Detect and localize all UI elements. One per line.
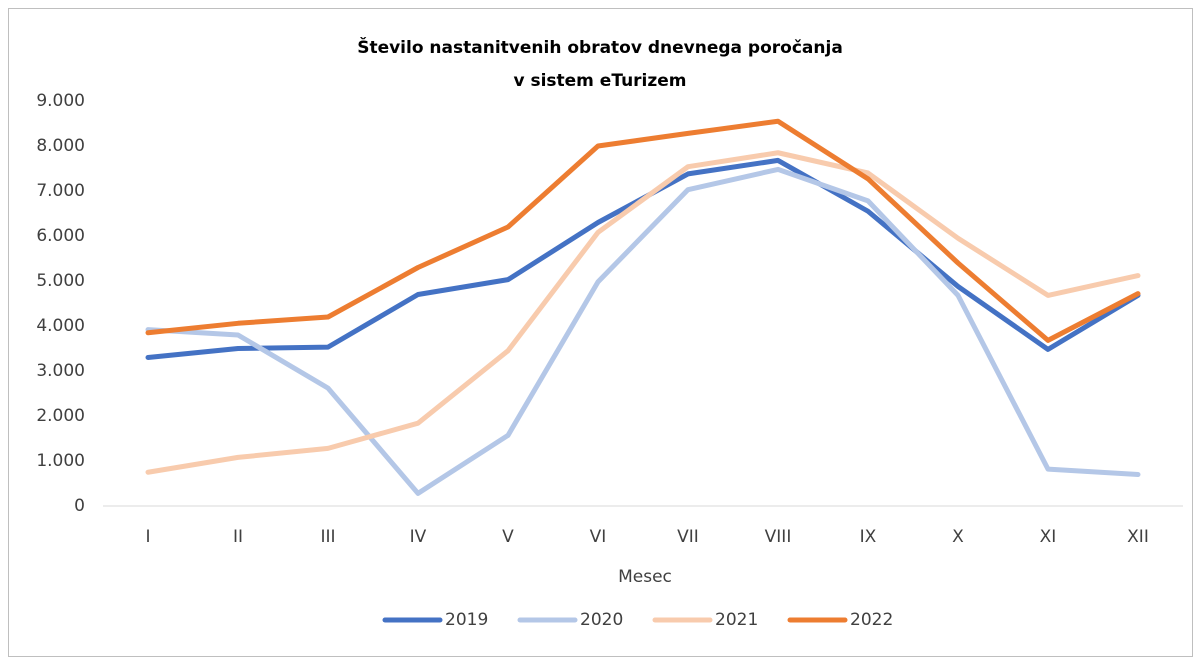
legend-label: 2020 [580,610,623,630]
x-tick-label: XI [1040,527,1057,547]
legend-label: 2022 [850,610,893,630]
y-tick-label: 3.000 [36,361,85,381]
y-tick-label: 8.000 [36,136,85,156]
x-tick-label: V [502,527,514,547]
x-tick-label: VI [590,527,607,547]
x-tick-label: XII [1127,527,1149,547]
x-tick-label: IX [860,527,877,547]
y-tick-label: 0 [74,496,85,516]
chart-title: v sistem eTurizem [513,71,686,91]
x-tick-label: IV [410,527,427,547]
y-tick-label: 9.000 [36,91,85,111]
x-tick-label: VII [677,527,699,547]
series-line [145,166,1141,496]
y-tick-label: 5.000 [36,271,85,291]
y-tick-label: 4.000 [36,316,85,336]
x-tick-label: II [233,527,243,547]
y-tick-label: 1.000 [36,451,85,471]
x-tick-label: I [145,527,150,547]
y-tick-label: 2.000 [36,406,85,426]
chart-title: Število nastanitvenih obratov dnevnega p… [357,36,843,58]
series-line [145,118,1141,343]
legend-label: 2019 [445,610,488,630]
y-tick-label: 6.000 [36,226,85,246]
x-tick-label: VIII [765,527,792,547]
x-tick-label: III [320,527,335,547]
series-line [145,150,1141,475]
x-axis-label: Mesec [618,567,672,587]
legend-label: 2021 [715,610,758,630]
y-tick-label: 7.000 [36,181,85,201]
x-tick-label: X [952,527,964,547]
